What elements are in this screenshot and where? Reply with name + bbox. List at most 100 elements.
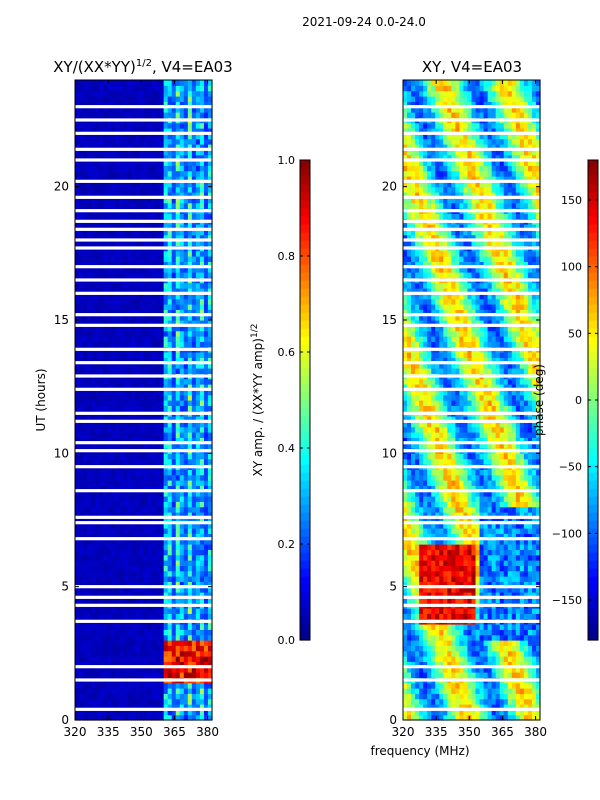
heatmap-cell <box>99 362 104 369</box>
colorbar-swatch <box>300 160 310 169</box>
heatmap-cell <box>139 293 145 300</box>
heatmap-cell <box>167 154 173 161</box>
heatmap-cell <box>123 357 128 364</box>
heatmap-cell <box>483 693 489 700</box>
heatmap-cell <box>175 325 181 332</box>
heatmap-cell <box>147 170 153 177</box>
heatmap-cell <box>183 597 189 604</box>
heatmap-cell <box>115 560 120 566</box>
heatmap-cell <box>195 474 201 481</box>
heatmap-cell <box>91 656 96 662</box>
heatmap-cell <box>155 272 161 278</box>
heatmap-cell <box>183 106 189 113</box>
heatmap-cell <box>131 394 137 401</box>
heatmap-cell <box>79 437 84 444</box>
heatmap-cell <box>419 688 424 694</box>
heatmap-cell <box>451 661 456 668</box>
heatmap-cell <box>123 661 128 668</box>
heatmap-cell <box>83 394 88 401</box>
heatmap-cell <box>187 517 193 524</box>
heatmap-cell <box>159 213 165 220</box>
heatmap-cell <box>103 256 108 262</box>
heatmap-cell <box>171 96 177 102</box>
heatmap-cell <box>103 144 108 150</box>
heatmap-cell <box>155 608 161 614</box>
heatmap-cell <box>99 682 104 689</box>
heatmap-cell <box>139 266 145 273</box>
heatmap-cell <box>147 586 153 593</box>
heatmap-cell <box>155 544 161 550</box>
heatmap-cell <box>199 405 205 412</box>
heatmap-cell <box>407 709 412 716</box>
heatmap-cell <box>175 533 181 540</box>
heatmap-cell <box>139 154 145 161</box>
heatmap-cell <box>87 522 92 529</box>
heatmap-cell <box>111 272 116 278</box>
heatmap-cell <box>147 80 153 86</box>
heatmap-cell <box>83 426 88 433</box>
heatmap-cell <box>439 693 444 700</box>
heatmap-cell <box>103 224 108 230</box>
heatmap-cell <box>115 197 120 204</box>
heatmap-cell <box>203 160 209 166</box>
heatmap-cell <box>75 122 80 129</box>
heatmap-cell <box>155 613 161 620</box>
heatmap-cell <box>127 640 133 646</box>
heatmap-cell <box>115 442 120 449</box>
colorbar-swatch <box>300 176 310 185</box>
heatmap-cell <box>155 490 161 497</box>
heatmap-cell <box>203 213 209 220</box>
heatmap-cell <box>199 181 205 188</box>
heatmap-cell <box>79 592 84 598</box>
heatmap-cell <box>91 298 96 305</box>
heatmap-cell <box>175 165 181 172</box>
heatmap-cell <box>431 666 436 673</box>
heatmap-cell <box>151 544 157 550</box>
heatmap-cell <box>171 90 177 97</box>
heatmap-cell <box>207 224 213 230</box>
y-tick-label: 10 <box>54 446 69 460</box>
heatmap-cell <box>103 389 108 396</box>
heatmap-cell <box>183 112 189 118</box>
heatmap-cell <box>115 309 120 316</box>
heatmap-cell <box>427 688 432 694</box>
heatmap-cell <box>491 698 497 705</box>
heatmap-cell <box>423 634 428 641</box>
heatmap-cell <box>119 426 124 433</box>
heatmap-cell <box>483 624 489 630</box>
heatmap-cell <box>127 197 133 204</box>
heatmap-cell <box>203 368 209 374</box>
heatmap-cell <box>87 554 92 561</box>
heatmap-cell <box>87 640 92 646</box>
heatmap-cell <box>463 709 469 716</box>
heatmap-cell <box>171 261 177 268</box>
heatmap-cell <box>111 85 116 92</box>
heatmap-cell <box>147 325 153 332</box>
heatmap-cell <box>131 352 137 358</box>
heatmap-cell <box>87 469 92 476</box>
heatmap-cell <box>131 341 137 348</box>
heatmap-cell <box>155 320 161 326</box>
heatmap-cell <box>191 293 197 300</box>
heatmap-cell <box>119 458 124 465</box>
heatmap-cell <box>203 362 209 369</box>
heatmap-cell <box>135 533 141 540</box>
heatmap-cell <box>155 330 161 337</box>
heatmap-cell <box>191 90 197 97</box>
heatmap-cell <box>127 629 133 636</box>
heatmap-cell <box>427 624 432 630</box>
heatmap-cell <box>535 704 541 710</box>
heatmap-cell <box>411 693 416 700</box>
heatmap-cell <box>427 672 432 678</box>
heatmap-cell <box>91 672 96 678</box>
heatmap-cell <box>191 528 197 534</box>
heatmap-cell <box>207 474 213 481</box>
heatmap-cell <box>127 522 133 529</box>
heatmap-cell <box>103 554 108 561</box>
heatmap-cell <box>79 314 84 321</box>
heatmap-cell <box>79 106 84 113</box>
heatmap-cell <box>471 666 477 673</box>
heatmap-cell <box>83 682 88 689</box>
heatmap-cell <box>187 325 193 332</box>
heatmap-cell <box>107 458 112 465</box>
